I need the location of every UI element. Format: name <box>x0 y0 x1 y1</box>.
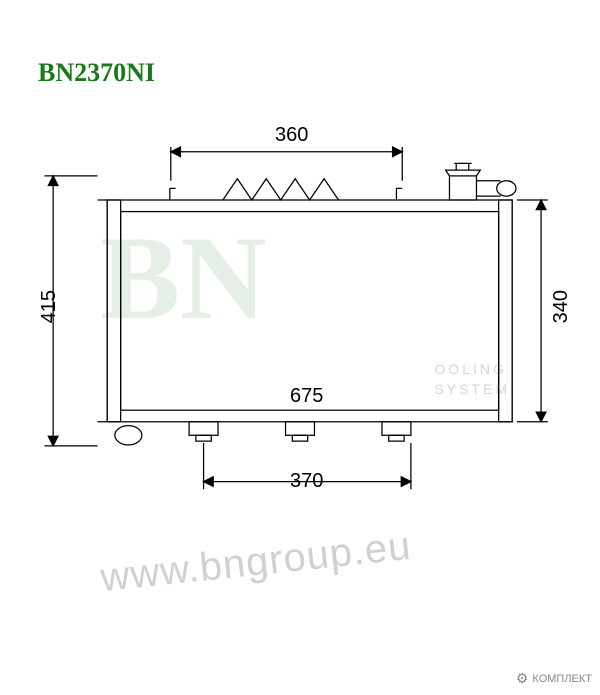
bottom-bracket-1 <box>189 422 218 436</box>
top-fins <box>223 179 339 200</box>
cap-detail <box>454 163 471 170</box>
left-ticks <box>98 200 108 422</box>
outlet-bottom-left <box>115 426 142 445</box>
right-tank <box>499 200 512 422</box>
bottom-foot-1 <box>196 435 211 441</box>
dim-right-ext <box>517 200 548 422</box>
bottom-foot-2 <box>292 435 307 441</box>
corner-text: КОМПЛЕКТ <box>532 673 592 685</box>
filler-cap <box>446 170 481 176</box>
left-tank <box>107 200 121 422</box>
bottom-bracket-2 <box>286 422 315 436</box>
dim-core-width-label: 675 <box>290 385 323 408</box>
gear-icon: ⚙ <box>516 670 529 687</box>
filler-neck <box>449 176 476 200</box>
top-bracket-left <box>170 188 176 200</box>
dim-bottom-label: 370 <box>290 470 323 493</box>
corner-logo: ⚙ КОМПЛЕКТ <box>516 670 592 687</box>
bottom-foot-3 <box>389 435 404 441</box>
outlet-right <box>497 181 516 196</box>
top-bracket-right <box>396 188 402 200</box>
bottom-bracket-3 <box>382 422 411 436</box>
part-number: BN2370NI <box>38 58 155 88</box>
core-inner <box>121 212 499 411</box>
dim-top-label: 360 <box>275 124 308 147</box>
dim-right-label: 340 <box>550 290 573 323</box>
dim-left-label: 415 <box>38 290 61 323</box>
